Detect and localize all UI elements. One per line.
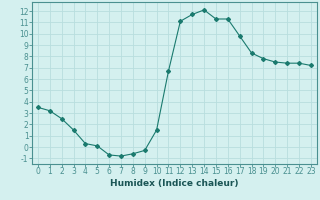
- X-axis label: Humidex (Indice chaleur): Humidex (Indice chaleur): [110, 179, 239, 188]
